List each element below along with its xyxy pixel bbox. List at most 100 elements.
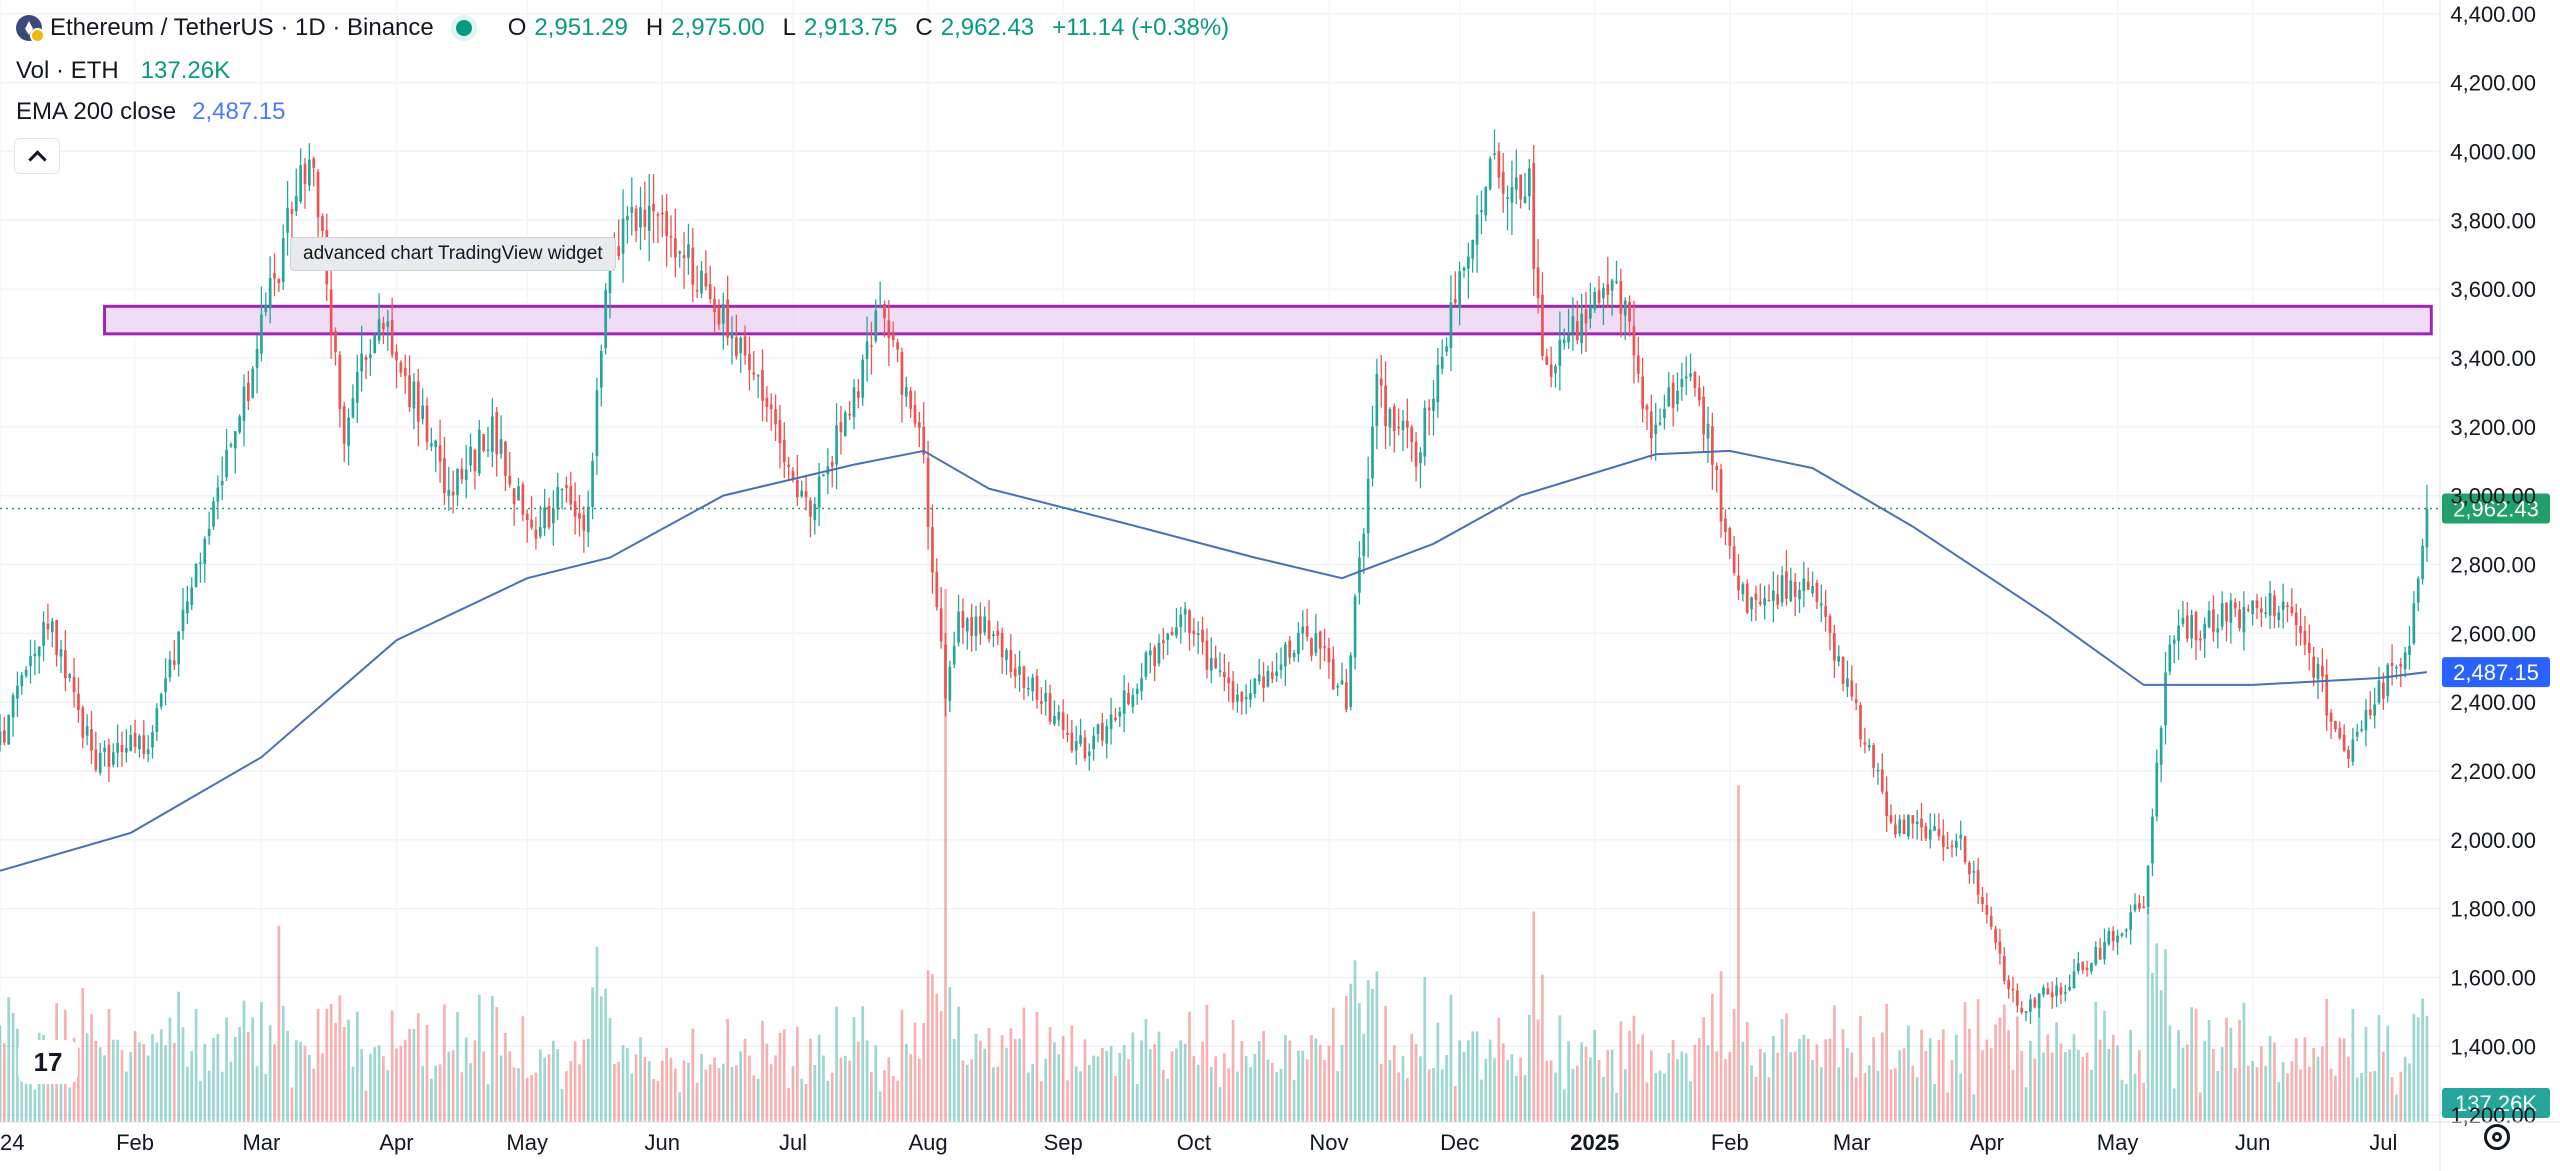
- candle-body: [2037, 993, 2041, 1009]
- candle-body: [373, 335, 377, 354]
- resistance-zone[interactable]: [103, 304, 2433, 336]
- candle-body: [2425, 508, 2429, 548]
- candle-body: [2133, 904, 2137, 911]
- volume-bar: [321, 1053, 324, 1122]
- volume-bar: [203, 1043, 207, 1122]
- candle-body: [1562, 339, 1566, 344]
- candle-body: [1920, 818, 1923, 828]
- candle-body: [233, 431, 237, 449]
- candle-body: [1484, 186, 1488, 216]
- volume-bar: [1619, 1021, 1623, 1122]
- candle-body: [1558, 339, 1562, 366]
- settings-gear-icon[interactable]: [2484, 1124, 2510, 1150]
- last-price-badge-bg: [2442, 493, 2550, 524]
- symbol-title[interactable]: Ethereum / TetherUS · 1D · Binance: [50, 14, 434, 41]
- candle-body: [787, 464, 790, 467]
- volume-bar: [2120, 1079, 2124, 1122]
- volume-label: Vol · ETH: [16, 57, 119, 84]
- volume-bar: [691, 1028, 695, 1122]
- ohlc-close-value: 2,962.43: [940, 14, 1035, 41]
- candle-body: [922, 426, 926, 455]
- volume-bar: [586, 1038, 590, 1122]
- candle-body: [599, 351, 603, 388]
- volume-bar: [2020, 1050, 2024, 1122]
- price-tick-label: 2,400.00: [2450, 690, 2536, 715]
- volume-bar: [2225, 1017, 2228, 1122]
- volume-bar: [1976, 999, 1980, 1122]
- tradingview-logo-icon[interactable]: 17: [18, 1040, 78, 1084]
- candle-body: [2024, 1011, 2028, 1013]
- volume-bar: [1362, 1033, 1366, 1122]
- candle-body: [342, 406, 346, 444]
- volume-bar: [2207, 1020, 2211, 1122]
- volume-bar: [1889, 1069, 1893, 1122]
- candle-body: [103, 747, 106, 752]
- volume-bar: [1314, 1038, 1318, 1122]
- candle-body: [2138, 903, 2141, 909]
- price-tick-label: 2,200.00: [2450, 759, 2536, 784]
- volume-bar: [630, 1073, 634, 1122]
- volume-bar: [1266, 1059, 1270, 1122]
- candle-body: [1218, 670, 1222, 673]
- volume-bar: [443, 1004, 446, 1122]
- time-tick-label: 2025: [1570, 1130, 1619, 1155]
- candle-body: [1122, 690, 1126, 714]
- volume-bar: [543, 1057, 546, 1122]
- ema-legend[interactable]: EMA 200 close 2,487.15: [16, 98, 286, 126]
- volume-bar: [1122, 1045, 1126, 1122]
- volume-bar: [992, 1067, 995, 1122]
- candle-body: [1915, 821, 1919, 825]
- volume-bar: [2238, 1019, 2241, 1122]
- candle-body: [878, 306, 882, 309]
- candle-body: [652, 203, 655, 212]
- time-axis[interactable]: 24 Feb Mar Apr May Jun Jul Aug Sep Oct Nov Dec 2025 F…: [0, 1121, 2560, 1155]
- volume-bar: [1375, 971, 1379, 1122]
- volume-bar: [1022, 1007, 1026, 1122]
- volume-bar: [504, 1032, 507, 1122]
- volume-bar: [1506, 1060, 1509, 1122]
- candle-body: [2395, 666, 2398, 669]
- candle-body: [1183, 608, 1187, 615]
- candle-body: [281, 238, 285, 282]
- price-tick-label: 4,200.00: [2450, 71, 2536, 96]
- candle-body: [2094, 947, 2098, 965]
- volume-bar: [2233, 1068, 2237, 1122]
- volume-bar: [1793, 1051, 1797, 1122]
- volume-bar: [1240, 1041, 1244, 1122]
- volume-bar: [800, 1078, 804, 1122]
- candle-body: [2233, 602, 2237, 609]
- candle-body: [430, 443, 433, 447]
- candle-body: [674, 238, 677, 258]
- price-tick-label: 4,400.00: [2450, 2, 2536, 27]
- price-axis[interactable]: 4,400.00 4,200.00 4,000.00 3,800.00 3,600.00…: [2439, 0, 2536, 1171]
- candle-body: [508, 475, 512, 485]
- volume-bar: [342, 1027, 346, 1122]
- candle-body: [1776, 594, 1780, 605]
- volume-bar: [556, 1049, 560, 1122]
- volume-bar: [2024, 1087, 2028, 1122]
- volume-bar: [748, 1055, 751, 1122]
- volume-bar: [77, 1047, 80, 1122]
- volume-bar: [1706, 1045, 1710, 1122]
- candle-body: [1501, 171, 1505, 194]
- candle-body: [1589, 307, 1592, 319]
- candle-body: [2355, 731, 2359, 737]
- volume-legend[interactable]: Vol · ETH 137.26K: [16, 57, 230, 85]
- volume-bar: [1218, 1086, 1222, 1122]
- candle-body: [2172, 639, 2176, 644]
- candle-body: [2399, 663, 2403, 667]
- candle-body: [695, 289, 699, 292]
- volume-bar: [2007, 1030, 2010, 1122]
- candle-body: [2264, 612, 2268, 615]
- volume-bar: [634, 1054, 638, 1122]
- candle-body: [1780, 575, 1784, 603]
- ohlc-high-key: H: [645, 14, 664, 41]
- candle-body: [1314, 633, 1318, 653]
- collapse-legend-button[interactable]: [14, 138, 60, 174]
- candle-body: [582, 514, 586, 531]
- volume-bar: [1623, 1069, 1627, 1122]
- candle-body: [2090, 963, 2093, 972]
- volume-bar: [477, 994, 481, 1122]
- candle-body: [983, 616, 987, 633]
